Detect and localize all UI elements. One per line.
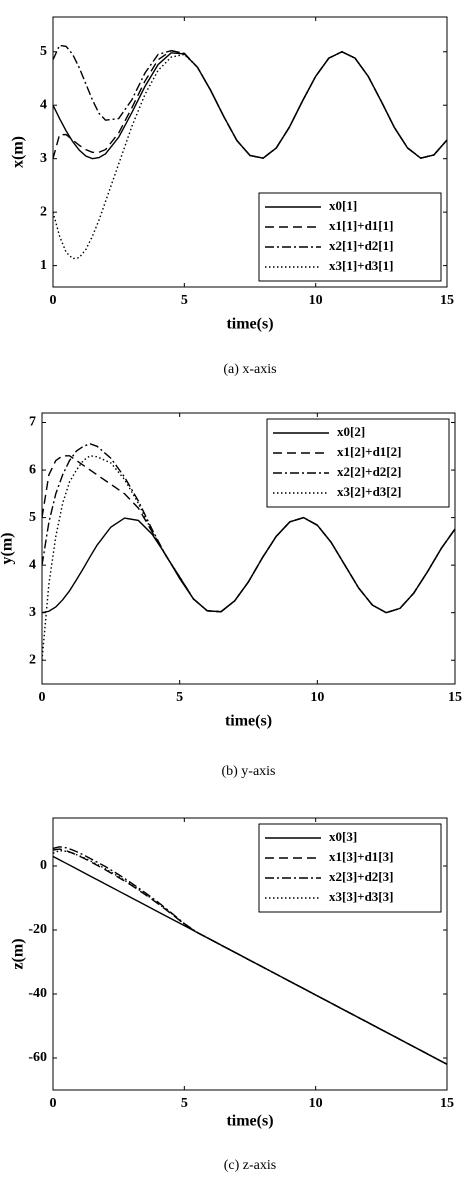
- x-tick-label: 15: [448, 690, 462, 705]
- x-tick-label: 5: [181, 293, 188, 308]
- x-tick-label: 5: [181, 1096, 188, 1111]
- plot-frame: [52, 16, 448, 288]
- y-tick-label: -40: [28, 986, 47, 1001]
- x-tick-label: 10: [310, 690, 324, 705]
- y-tick-label: 3: [40, 151, 47, 166]
- legend-label: x0[3]: [329, 829, 357, 844]
- y-tick-label: 3: [29, 605, 36, 620]
- y-tick-label: 4: [29, 557, 36, 572]
- x-tick-label: 0: [50, 1096, 57, 1111]
- x-tick-label: 15: [440, 1096, 454, 1111]
- caption: (b) y-axis: [221, 764, 275, 779]
- y-tick-label: -60: [28, 1050, 47, 1065]
- x-axis-label: time(s): [226, 316, 273, 333]
- plot-frame: [41, 412, 456, 685]
- y-tick-label: 7: [29, 415, 36, 430]
- legend: x0[1] x1[1]+d1[1] x2[1]+d2[1] x3[1]+d3[1]: [258, 192, 442, 282]
- y-axis-label: z(m): [10, 938, 27, 969]
- legend: x0[2] x1[2]+d1[2] x2[2]+d2[2] x3[2]+d3[2]: [266, 418, 450, 508]
- y-tick-label: -20: [28, 922, 47, 937]
- legend-label: x2[3]+d2[3]: [329, 869, 393, 884]
- legend-label: x3[3]+d3[3]: [329, 889, 393, 904]
- panel: 0 5 10 15 -60 -40 -20 0 time(s) z(m) (c) z-axis x0[…: [10, 817, 454, 1173]
- series-line: [53, 846, 447, 1065]
- y-tick-label: 0: [40, 858, 47, 873]
- legend: x0[3] x1[3]+d1[3] x2[3]+d2[3] x3[3]+d3[3]: [258, 823, 442, 913]
- y-tick-label: 1: [40, 258, 47, 273]
- legend-label: x0[2]: [337, 424, 365, 439]
- x-axis-label: time(s): [225, 713, 272, 730]
- y-axis-label: x(m): [10, 136, 27, 168]
- legend-label: x2[1]+d2[1]: [329, 238, 393, 253]
- series-line: [42, 455, 455, 661]
- y-tick-label: 6: [29, 462, 36, 477]
- panel: 0 5 10 15 1 2 3 4 5 time(s) x(m) (a) x-axis x0[1] x1[…: [10, 16, 454, 377]
- legend-label: x3[1]+d3[1]: [329, 258, 393, 273]
- legend-label: x2[2]+d2[2]: [337, 464, 401, 479]
- y-tick-label: 5: [40, 44, 47, 59]
- y-axis-label: y(m): [0, 533, 16, 565]
- x-tick-label: 15: [440, 293, 454, 308]
- x-tick-label: 10: [309, 1096, 323, 1111]
- panel: 0 5 10 15 2 3 4 5 6 7 time(s) y(m) (b) y-axis x0[2] x1…: [0, 412, 462, 779]
- series-line: [53, 50, 447, 260]
- x-tick-label: 5: [176, 690, 183, 705]
- y-tick-label: 4: [40, 97, 47, 112]
- legend-label: x1[1]+d1[1]: [329, 218, 393, 233]
- plot-frame: [52, 817, 448, 1091]
- x-tick-label: 0: [39, 690, 46, 705]
- caption: (a) x-axis: [223, 362, 276, 377]
- legend-label: x3[2]+d3[2]: [337, 484, 401, 499]
- legend-label: x1[2]+d1[2]: [337, 444, 401, 459]
- y-tick-label: 2: [29, 652, 36, 667]
- legend-label: x1[3]+d1[3]: [329, 849, 393, 864]
- y-tick-label: 5: [29, 510, 36, 525]
- legend-label: x0[1]: [329, 198, 357, 213]
- y-tick-label: 2: [40, 204, 47, 219]
- caption: (c) z-axis: [224, 1158, 276, 1173]
- x-axis-label: time(s): [226, 1113, 273, 1130]
- x-tick-label: 10: [309, 293, 323, 308]
- x-tick-label: 0: [50, 293, 57, 308]
